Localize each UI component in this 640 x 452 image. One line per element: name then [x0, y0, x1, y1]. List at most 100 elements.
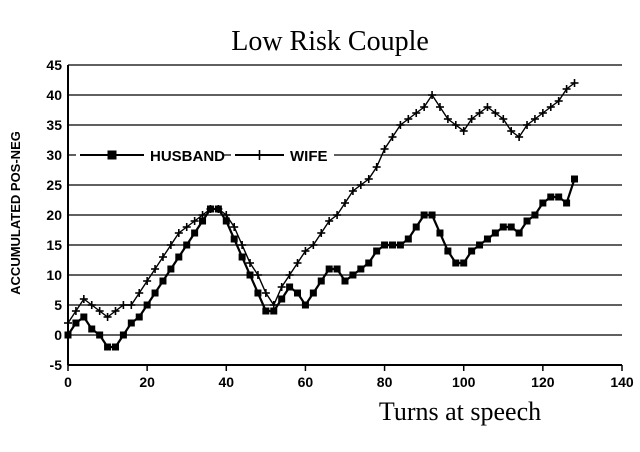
- x-tick-label: 20: [139, 374, 155, 390]
- husband-point: [254, 289, 262, 297]
- husband-point: [436, 229, 444, 237]
- legend-bg: [76, 145, 224, 165]
- y-tick-label: 5: [54, 297, 62, 313]
- wife-point: [174, 229, 183, 237]
- wife-point: [309, 241, 318, 249]
- wife-point: [483, 103, 492, 111]
- husband-point: [333, 265, 341, 273]
- husband-point: [107, 150, 117, 160]
- x-tick-label: 120: [531, 374, 555, 390]
- wife-point: [182, 223, 191, 231]
- wife-point: [396, 121, 405, 129]
- husband-point: [523, 217, 531, 225]
- wife-point: [206, 205, 215, 213]
- husband-point: [159, 277, 167, 285]
- husband-point: [230, 235, 238, 243]
- husband-point: [357, 265, 365, 273]
- husband-point: [199, 217, 207, 225]
- wife-point: [238, 241, 247, 249]
- husband-point: [349, 271, 357, 279]
- husband-point: [88, 325, 96, 333]
- gridlines: [68, 64, 622, 366]
- husband-point: [365, 259, 373, 267]
- y-tick-label: 20: [46, 207, 62, 223]
- x-tick-label: 80: [377, 374, 393, 390]
- wife-line: [67, 82, 575, 324]
- husband-point: [96, 331, 104, 339]
- husband-point: [420, 211, 428, 219]
- wife-point: [151, 265, 160, 273]
- husband-point: [294, 289, 302, 297]
- husband-point: [491, 229, 499, 237]
- husband-point: [404, 235, 412, 243]
- husband-point: [444, 247, 452, 255]
- wife-point: [459, 127, 468, 135]
- axes: [67, 65, 623, 371]
- husband-point: [127, 319, 135, 327]
- wife-point: [222, 211, 231, 219]
- legend-item-wife: WIFE: [231, 145, 334, 165]
- husband-point: [309, 289, 317, 297]
- husband-point: [143, 301, 151, 309]
- wife-point: [380, 145, 389, 153]
- wife-point: [372, 163, 381, 171]
- husband-point: [238, 253, 246, 261]
- husband-point: [325, 265, 333, 273]
- husband-point: [286, 283, 294, 291]
- legend-item-husband: HUSBAND: [76, 145, 225, 165]
- x-tick-label: 0: [64, 374, 72, 390]
- wife-series: [64, 79, 579, 327]
- y-tick-label: 35: [46, 117, 62, 133]
- husband-point: [507, 223, 515, 231]
- wife-point: [95, 307, 104, 315]
- husband-point: [515, 229, 523, 237]
- husband-point: [539, 199, 547, 207]
- wife-point: [428, 91, 437, 99]
- husband-series: [64, 175, 579, 351]
- wife-point: [269, 301, 278, 309]
- wife-point: [404, 115, 413, 123]
- wife-point: [87, 301, 96, 309]
- husband-point: [460, 259, 468, 267]
- husband-point: [412, 223, 420, 231]
- wife-point: [301, 247, 310, 255]
- wife-point: [507, 127, 516, 135]
- husband-point: [531, 211, 539, 219]
- wife-point: [412, 109, 421, 117]
- husband-point: [452, 259, 460, 267]
- wife-point: [143, 277, 152, 285]
- legend-label-wife: WIFE: [290, 148, 328, 165]
- wife-point: [356, 181, 365, 189]
- wife-point: [523, 121, 532, 129]
- wife-point: [119, 301, 128, 309]
- y-tick-label: 40: [46, 87, 62, 103]
- x-axis-label: Turns at speech: [379, 397, 541, 426]
- wife-point: [451, 121, 460, 129]
- y-tick-labels: -5 0 5 10 15 20 25 30 35 40 45: [46, 57, 62, 373]
- wife-point: [127, 301, 136, 309]
- x-tick-label: 40: [218, 374, 234, 390]
- wife-point: [435, 103, 444, 111]
- husband-point: [571, 175, 579, 183]
- husband-point: [381, 241, 389, 249]
- wife-point: [230, 223, 239, 231]
- husband-point: [167, 265, 175, 273]
- wife-point: [317, 229, 326, 237]
- husband-point: [151, 289, 159, 297]
- husband-point: [483, 235, 491, 243]
- husband-point: [111, 343, 119, 351]
- y-axis-label: ACCUMULATED POS-NEG: [8, 131, 23, 295]
- wife-point: [261, 289, 270, 297]
- wife-point: [254, 150, 265, 160]
- wife-point: [333, 211, 342, 219]
- wife-point: [135, 289, 144, 297]
- husband-point: [476, 241, 484, 249]
- wife-point: [538, 109, 547, 117]
- husband-point: [547, 193, 555, 201]
- x-tick-label: 140: [610, 374, 634, 390]
- wife-point: [570, 79, 579, 87]
- wife-point: [325, 217, 334, 225]
- husband-point: [183, 241, 191, 249]
- wife-point: [348, 187, 357, 195]
